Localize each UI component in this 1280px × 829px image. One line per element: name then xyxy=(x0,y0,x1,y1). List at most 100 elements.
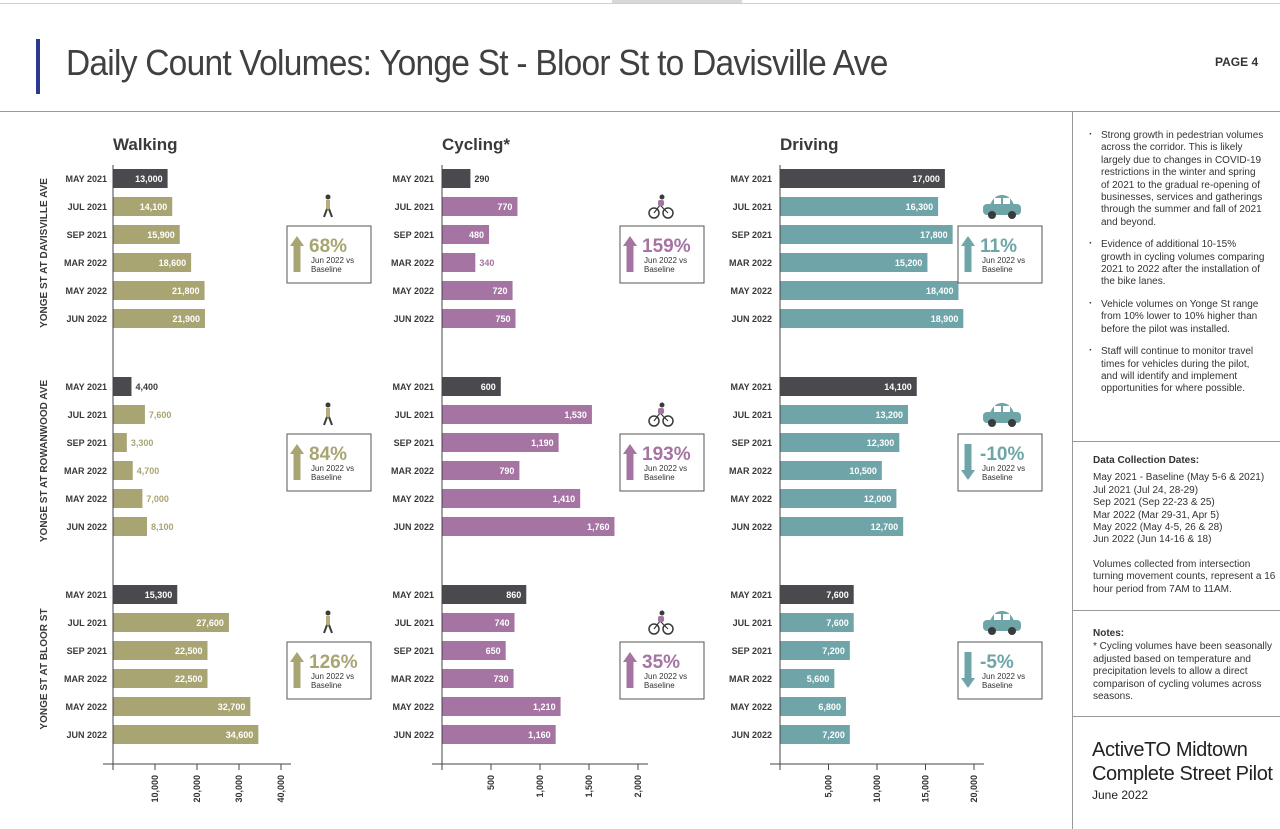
bar xyxy=(442,309,516,328)
page-title: Daily Count Volumes: Yonge St - Bloor St… xyxy=(66,42,888,83)
category-label: JUL 2021 xyxy=(733,618,772,628)
data-label: 720 xyxy=(493,286,508,296)
data-label: 18,600 xyxy=(159,258,187,268)
change-caption: Baseline xyxy=(311,265,342,274)
arrow-up-icon xyxy=(623,236,637,246)
bar xyxy=(442,461,520,480)
data-label: 10,500 xyxy=(849,466,877,476)
data-label: 1,190 xyxy=(531,438,554,448)
data-label: 18,900 xyxy=(931,314,959,324)
data-label: 17,000 xyxy=(912,174,940,184)
bicycle-icon xyxy=(658,616,664,622)
category-label: MAR 2022 xyxy=(64,258,107,268)
change-box xyxy=(619,433,705,492)
data-label: 34,600 xyxy=(226,730,254,740)
category-label: MAY 2022 xyxy=(730,494,772,504)
category-label: MAY 2022 xyxy=(392,702,434,712)
bar xyxy=(113,169,168,188)
bicycle-icon xyxy=(659,194,665,200)
category-label: MAY 2021 xyxy=(392,382,434,392)
pedestrian-icon xyxy=(326,200,330,209)
brand-date: June 2022 xyxy=(1092,788,1149,802)
data-label: 1,210 xyxy=(533,702,556,712)
change-caption: Jun 2022 vs xyxy=(311,256,354,265)
change-caption: Jun 2022 vs xyxy=(644,464,687,473)
x-tick-label: 30,000 xyxy=(234,775,244,803)
car-icon xyxy=(1008,211,1016,219)
data-label: 7,000 xyxy=(146,494,169,504)
side-rule xyxy=(1073,716,1280,717)
finding-item: Evidence of additional 10-15% growth in … xyxy=(1088,238,1266,289)
x-tick-label: 40,000 xyxy=(276,775,286,803)
category-label: JUN 2022 xyxy=(66,522,107,532)
data-label: 5,600 xyxy=(807,674,830,684)
notes: Notes: * Cycling volumes have been seaso… xyxy=(1093,628,1273,703)
pedestrian-icon xyxy=(323,208,328,218)
bar xyxy=(113,517,148,536)
category-label: MAR 2022 xyxy=(64,466,107,476)
data-label: 17,800 xyxy=(920,230,948,240)
bar xyxy=(780,169,945,188)
category-label: JUL 2021 xyxy=(395,202,434,212)
category-label: MAY 2021 xyxy=(65,382,107,392)
arrow-down-icon xyxy=(961,678,975,688)
data-label: 7,200 xyxy=(822,646,845,656)
change-caption: Baseline xyxy=(644,265,675,274)
bar xyxy=(442,281,513,300)
change-percent: 159% xyxy=(642,236,691,257)
arrow-up-icon xyxy=(293,454,301,480)
header-rule xyxy=(0,111,1280,112)
category-label: MAY 2021 xyxy=(65,174,107,184)
category-label: SEP 2021 xyxy=(732,646,772,656)
bar xyxy=(780,517,904,536)
arrow-up-icon xyxy=(623,652,637,662)
bar xyxy=(113,613,229,632)
data-collection-dates: Data Collection Dates: May 2021 - Baseli… xyxy=(1093,455,1278,596)
arrow-up-icon xyxy=(293,246,301,272)
x-tick-label: 2,000 xyxy=(633,775,643,798)
data-label: 1,410 xyxy=(553,494,576,504)
date-line: Jul 2021 (Jul 24, 28-29) xyxy=(1093,484,1199,496)
arrow-up-icon xyxy=(626,454,634,480)
category-label: JUN 2022 xyxy=(393,314,434,324)
car-icon xyxy=(990,611,1014,621)
car-icon xyxy=(990,403,1014,413)
mode-title-driving: Driving xyxy=(780,135,839,154)
category-label: MAY 2021 xyxy=(730,382,772,392)
data-label: 21,900 xyxy=(172,314,200,324)
category-label: MAY 2022 xyxy=(730,286,772,296)
title-accent-bar xyxy=(36,39,40,94)
data-label: 1,760 xyxy=(587,522,610,532)
car-icon xyxy=(994,406,1001,412)
data-label: 22,500 xyxy=(175,646,203,656)
bar xyxy=(780,585,854,604)
bicycle-icon xyxy=(648,623,660,635)
data-label: 1,160 xyxy=(528,730,551,740)
change-box xyxy=(957,641,1043,700)
bar xyxy=(780,405,909,424)
bar xyxy=(442,225,490,244)
data-label: 8,100 xyxy=(151,522,174,532)
pedestrian-icon xyxy=(326,408,330,417)
arrow-down-icon xyxy=(961,470,975,480)
data-label: 32,700 xyxy=(218,702,246,712)
bicycle-icon xyxy=(662,415,674,427)
data-label: 12,700 xyxy=(871,522,899,532)
category-label: JUL 2021 xyxy=(68,202,107,212)
bar xyxy=(442,253,476,272)
data-label: 730 xyxy=(494,674,509,684)
bar xyxy=(780,225,953,244)
data-label: 290 xyxy=(474,174,489,184)
pedestrian-icon xyxy=(325,610,331,616)
bar xyxy=(113,433,127,452)
bar xyxy=(113,405,145,424)
bar xyxy=(442,433,559,452)
category-label: MAY 2021 xyxy=(392,590,434,600)
change-box xyxy=(286,433,372,492)
date-line: Mar 2022 (Mar 29-31, Apr 5) xyxy=(1093,509,1220,521)
date-line: Sep 2021 (Sep 22-23 & 25) xyxy=(1093,497,1215,509)
bar xyxy=(113,225,180,244)
mode-title-walking: Walking xyxy=(113,135,178,154)
category-label: JUN 2022 xyxy=(66,314,107,324)
category-label: SEP 2021 xyxy=(394,438,434,448)
